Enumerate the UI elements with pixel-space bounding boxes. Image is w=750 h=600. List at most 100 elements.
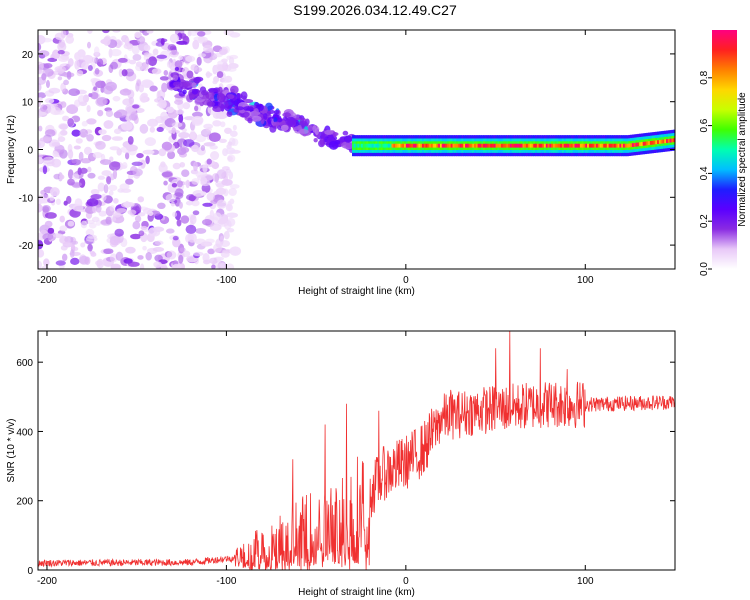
- noise-blob: [122, 162, 128, 169]
- noise-blob: [57, 41, 67, 52]
- carrier-band: [619, 143, 622, 148]
- noise-blob: [98, 129, 107, 135]
- noise-blob: [84, 219, 95, 225]
- drift-blob: [235, 106, 244, 111]
- drift-blob: [273, 109, 280, 115]
- noise-blob: [95, 260, 103, 266]
- noise-blob: [223, 231, 230, 240]
- noise-blob: [111, 161, 121, 168]
- noise-blob: [57, 50, 65, 55]
- carrier-band: [456, 143, 459, 148]
- x-tick-label: -100: [216, 576, 236, 587]
- drift-blob: [200, 89, 209, 96]
- drift-blob: [226, 111, 233, 117]
- drift-blob: [258, 103, 264, 111]
- drift-blob: [186, 70, 194, 79]
- noise-blob: [112, 198, 119, 204]
- noise-blob: [202, 164, 208, 173]
- noise-blob: [199, 36, 208, 43]
- noise-blob: [54, 144, 65, 153]
- noise-blob: [60, 30, 67, 39]
- noise-blob: [93, 86, 98, 91]
- colorbar: [712, 30, 737, 269]
- noise-blob: [76, 70, 84, 77]
- drift-blob: [217, 86, 223, 95]
- noise-blob: [81, 61, 90, 70]
- carrier-band: [468, 143, 472, 148]
- carrier-band: [421, 143, 425, 148]
- carrier-band: [508, 143, 511, 148]
- noise-blob: [175, 109, 185, 115]
- noise-blob: [118, 68, 124, 78]
- noise-blob: [41, 73, 47, 81]
- noise-blob: [196, 56, 202, 66]
- carrier-band: [574, 143, 577, 148]
- noise-blob: [171, 122, 183, 128]
- noise-blob: [185, 224, 197, 234]
- carrier-band: [605, 143, 608, 148]
- noise-blob: [115, 251, 124, 261]
- carrier-band: [658, 139, 662, 144]
- carrier-band: [572, 143, 576, 148]
- noise-blob: [181, 169, 190, 178]
- carrier-band: [648, 141, 651, 146]
- noise-blob: [165, 228, 175, 234]
- drift-blob: [297, 124, 302, 130]
- carrier-band: [404, 143, 407, 148]
- carrier-band: [526, 143, 529, 148]
- noise-blob: [156, 102, 167, 107]
- noise-blob: [114, 228, 124, 237]
- noise-blob: [86, 134, 94, 142]
- noise-blob: [158, 163, 168, 173]
- noise-blob: [203, 259, 211, 265]
- noise-blob: [40, 193, 50, 200]
- drift-blob: [191, 82, 197, 89]
- noise-blob: [40, 104, 47, 112]
- noise-blob: [113, 128, 122, 135]
- noise-blob: [217, 218, 229, 227]
- noise-blob: [191, 178, 200, 185]
- carrier-band: [673, 138, 675, 143]
- carrier-band: [662, 139, 665, 144]
- noise-blob: [117, 57, 128, 63]
- carrier-band: [481, 143, 484, 148]
- noise-blob: [135, 82, 140, 92]
- carrier-band: [667, 138, 671, 143]
- noise-blob: [160, 111, 168, 121]
- noise-blob: [220, 251, 230, 258]
- noise-blob: [131, 161, 143, 166]
- carrier-band: [411, 143, 414, 148]
- noise-blob: [200, 144, 206, 152]
- carrier-band: [407, 143, 411, 148]
- noise-blob: [43, 63, 53, 69]
- carrier-band: [439, 143, 443, 148]
- noise-blob: [132, 104, 140, 109]
- noise-blob: [79, 128, 88, 138]
- noise-blob: [172, 235, 179, 241]
- noise-blob: [139, 123, 149, 134]
- noise-blob: [91, 56, 96, 63]
- noise-blob: [88, 222, 97, 229]
- drift-blob: [342, 130, 349, 136]
- noise-blob: [179, 247, 186, 252]
- noise-blob: [53, 233, 64, 239]
- noise-blob: [119, 183, 130, 191]
- noise-blob: [149, 126, 155, 133]
- carrier-band: [393, 143, 396, 148]
- carrier-band: [567, 143, 570, 148]
- carrier-band: [454, 143, 457, 148]
- noise-blob: [97, 109, 104, 117]
- carrier-band: [592, 143, 595, 148]
- noise-blob: [157, 202, 166, 210]
- carrier-band: [364, 143, 367, 148]
- noise-blob: [101, 134, 112, 142]
- carrier-band: [432, 143, 436, 148]
- noise-blob: [155, 41, 165, 47]
- x-tick-label: 0: [403, 275, 409, 286]
- noise-blob: [38, 50, 50, 57]
- noise-blob: [87, 243, 93, 252]
- drift-blob: [191, 88, 199, 95]
- drift-blob: [314, 128, 319, 136]
- noise-blob: [228, 137, 236, 146]
